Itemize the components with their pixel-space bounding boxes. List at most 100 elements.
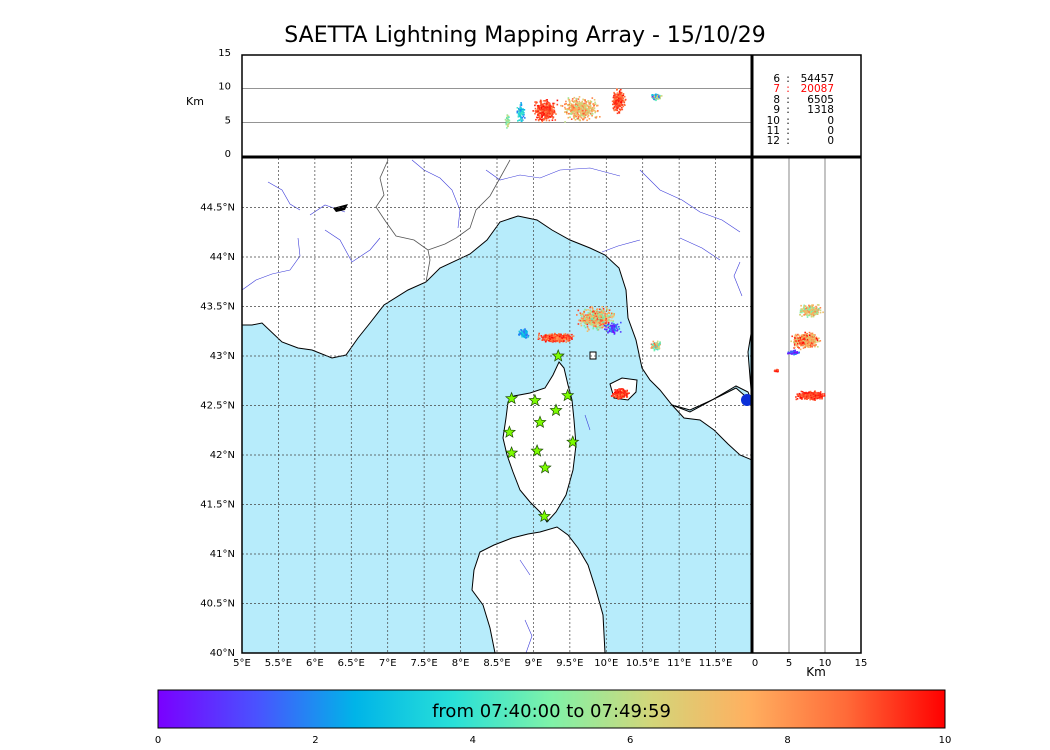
count-hour: 8 (773, 93, 780, 106)
country-borders (375, 159, 511, 283)
cell-elba (610, 388, 630, 400)
time-colorbar: 0 2 4 6 8 10 (155, 689, 952, 746)
lake-dark (333, 204, 348, 212)
colorbar-tick-label: 8 (784, 735, 790, 746)
longitude-ticks: 5°E 5.5°E 6°E 6.5°E 7°E 7.5°E 8°E 8.5°E 9°E 9.5°E… (233, 658, 732, 669)
altitude-axis-label: Km (186, 95, 204, 108)
altitude-tick-label: 10 (218, 82, 231, 93)
count-value: 0 (827, 125, 834, 138)
count-row: 11: 0 (760, 125, 840, 138)
latitude-tick-label: 41°N (210, 549, 235, 560)
longitude-tick-label: 11°E (667, 658, 691, 669)
longitude-tick-label: 8.5°E (483, 658, 510, 669)
count-separator: : (786, 135, 790, 148)
altitude-gridlines (242, 88, 752, 123)
count-separator: : (786, 83, 790, 96)
latitude-tick-label: 43°N (210, 351, 235, 362)
cell-gulf-purple (603, 321, 622, 335)
cell-tuscany (650, 340, 661, 352)
station-star-icon (566, 435, 580, 448)
count-row: 10: 0 (760, 114, 840, 127)
right-lightning-points (773, 304, 826, 401)
top-cell-4 (611, 88, 627, 115)
mainland-southeast-coast (671, 387, 752, 461)
colorbar-tick-label: 2 (312, 735, 318, 746)
station-star-icon (551, 349, 565, 362)
station-star-icon (502, 425, 517, 438)
right-cell-2 (799, 304, 824, 318)
cell-gulf-early (518, 328, 530, 339)
right-cell-1 (790, 331, 822, 351)
station-star-icon (549, 403, 563, 417)
colorbar-ticks: 0 2 4 6 8 10 (155, 735, 952, 746)
station-star-icon (504, 391, 519, 405)
count-value: 6505 (807, 93, 834, 106)
altitude-tick-label: 5 (225, 115, 231, 126)
colorbar-tick-label: 4 (470, 735, 476, 746)
count-row: 8: 6505 (760, 93, 840, 106)
longitude-tick-label: 6°E (306, 658, 324, 669)
longitude-tick-label: 9°E (525, 658, 543, 669)
panel-frames (241, 54, 862, 654)
count-hour: 10 (766, 114, 780, 127)
right-x-ticks: 0 5 10 15 (752, 658, 868, 669)
count-value: 0 (827, 135, 834, 148)
longitude-tick-label: 6.5°E (338, 658, 365, 669)
longitude-tick-label: 11.5°E (699, 658, 733, 669)
cell-gulf-east (576, 305, 615, 332)
station-star-icon (533, 415, 547, 428)
latitude-tick-label: 40.5°N (200, 599, 235, 610)
altitude-latitude-panel: 0 5 10 15 Km (741, 158, 867, 679)
count-separator: : (786, 104, 790, 117)
top-cell-3 (560, 96, 601, 123)
count-hour: 11 (766, 125, 780, 138)
count-separator: : (786, 73, 790, 85)
cell-gulf-west (537, 332, 575, 344)
latitude-tick-label: 40°N (210, 648, 235, 659)
longitude-tick-label: 7.5°E (411, 658, 438, 669)
count-hour: 12 (766, 135, 780, 148)
map-panel: 5°E 5.5°E 6°E 6.5°E 7°E 7.5°E 8°E 8.5°E 9°E 9.5°E… (200, 158, 752, 669)
latitude-tick-label: 42°N (210, 450, 235, 461)
top-cell-5 (651, 93, 663, 102)
latitude-tick-label: 41.5°N (200, 500, 235, 511)
colorbar-tick-label: 0 (155, 735, 161, 746)
longitude-tick-label: 9.5°E (556, 658, 583, 669)
right-gridlines (788, 158, 826, 653)
lma-stations (502, 349, 580, 522)
station-star-icon (561, 388, 575, 402)
counts-panel (753, 55, 861, 156)
hourly-flash-counts: 6:54457 7:20087 8:6505 9:1318 10:0 11:0 12:0 (760, 74, 840, 147)
count-hour: 7 (773, 83, 780, 96)
longitude-tick-label: 7°E (379, 658, 397, 669)
station-star-icon (504, 446, 519, 459)
latitude-tick-label: 43.5°N (200, 302, 235, 313)
longitude-tick-label: 10.5°E (626, 658, 660, 669)
altitude-tick-label: 0 (225, 149, 231, 160)
mainland-coast (242, 158, 752, 411)
right-tick-label: 0 (752, 658, 758, 669)
latitude-ticks: 40°N 40.5°N 41°N 41.5°N 42°N 42.5°N 43°N 43.5°N… (200, 203, 235, 660)
station-star-icon (530, 444, 544, 457)
latitude-tick-label: 44.5°N (200, 203, 235, 214)
station-star-icon (528, 393, 542, 407)
longitude-tick-label: 5.5°E (265, 658, 292, 669)
count-value: 54457 (800, 73, 834, 85)
latitude-tick-label: 44°N (210, 252, 235, 263)
count-value: 1318 (807, 104, 834, 117)
count-hour: 6 (773, 73, 780, 85)
station-star-icon (538, 460, 552, 474)
corsica-island (502, 361, 577, 523)
altitude-y-ticks: 0 5 10 15 (218, 48, 231, 160)
count-row: 9: 1318 (760, 104, 840, 117)
count-separator: : (786, 93, 790, 106)
altitude-tick-label: 15 (218, 48, 231, 59)
right-cell-3 (795, 390, 826, 401)
radar-blob-icon (741, 394, 753, 406)
count-row: 12: 0 (760, 135, 840, 148)
colorbar-tick-label: 6 (627, 735, 633, 746)
map-gridlines (242, 158, 752, 653)
capraia-island (589, 351, 597, 360)
map-lightning-points (518, 305, 661, 400)
